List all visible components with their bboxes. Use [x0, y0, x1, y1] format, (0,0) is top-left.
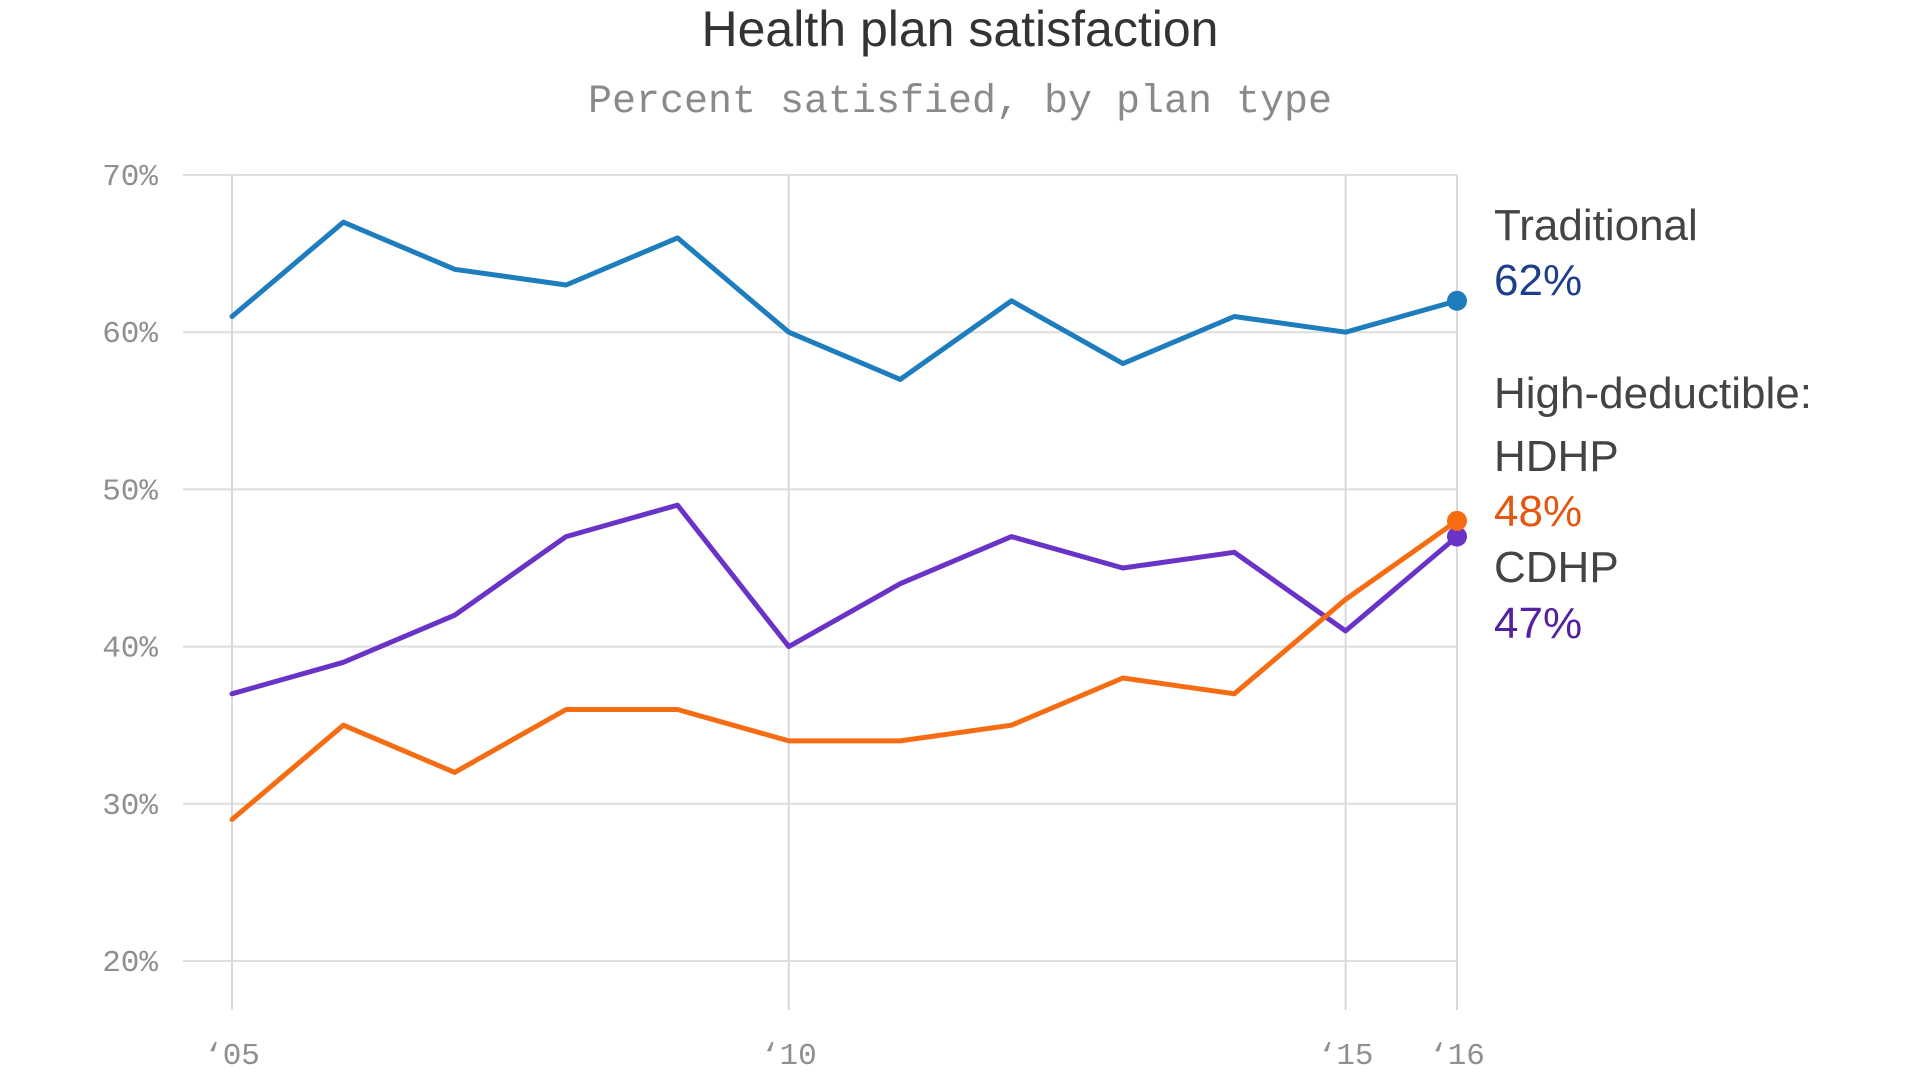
x-tick-label: ‘15 [1318, 1039, 1374, 1074]
cdhp-name-label: CDHP [1494, 543, 1619, 592]
y-tick-label: 40% [102, 632, 158, 667]
traditional-name-label: Traditional [1494, 201, 1698, 250]
end-markers [1447, 290, 1467, 547]
cdhp-end-marker [1447, 526, 1467, 547]
hdhp-line [229, 518, 1460, 822]
axis-ticks: 70% 60% 50% 40% 30% 20% ‘05 ‘10 ‘15 ‘16 [102, 160, 1485, 1074]
chart-title: Health plan satisfaction [702, 1, 1219, 57]
hdhp-value-label: 48% [1494, 487, 1582, 536]
x-tick-label: ‘05 [204, 1039, 260, 1074]
high-deductible-heading: High-deductible: [1494, 369, 1812, 418]
hdhp-end-marker [1447, 510, 1467, 531]
y-tick-label: 50% [102, 474, 158, 509]
x-tick-label: ‘10 [761, 1039, 817, 1074]
y-tick-label: 70% [102, 160, 158, 195]
y-tick-label: 20% [102, 946, 158, 981]
x-tick-label: ‘16 [1429, 1039, 1485, 1074]
traditional-line [229, 219, 1460, 382]
grid [183, 174, 1458, 1010]
chart-subtitle: Percent satisfied, by plan type [588, 80, 1332, 125]
traditional-end-marker [1447, 290, 1467, 311]
y-tick-label: 30% [102, 789, 158, 824]
end-labels: Traditional 62% High-deductible: HDHP 48… [1494, 201, 1812, 648]
y-tick-label: 60% [102, 317, 158, 352]
series-lines [229, 219, 1460, 822]
traditional-value-label: 62% [1494, 256, 1582, 305]
cdhp-line [229, 502, 1460, 697]
hdhp-name-label: HDHP [1494, 432, 1619, 481]
cdhp-value-label: 47% [1494, 599, 1582, 648]
